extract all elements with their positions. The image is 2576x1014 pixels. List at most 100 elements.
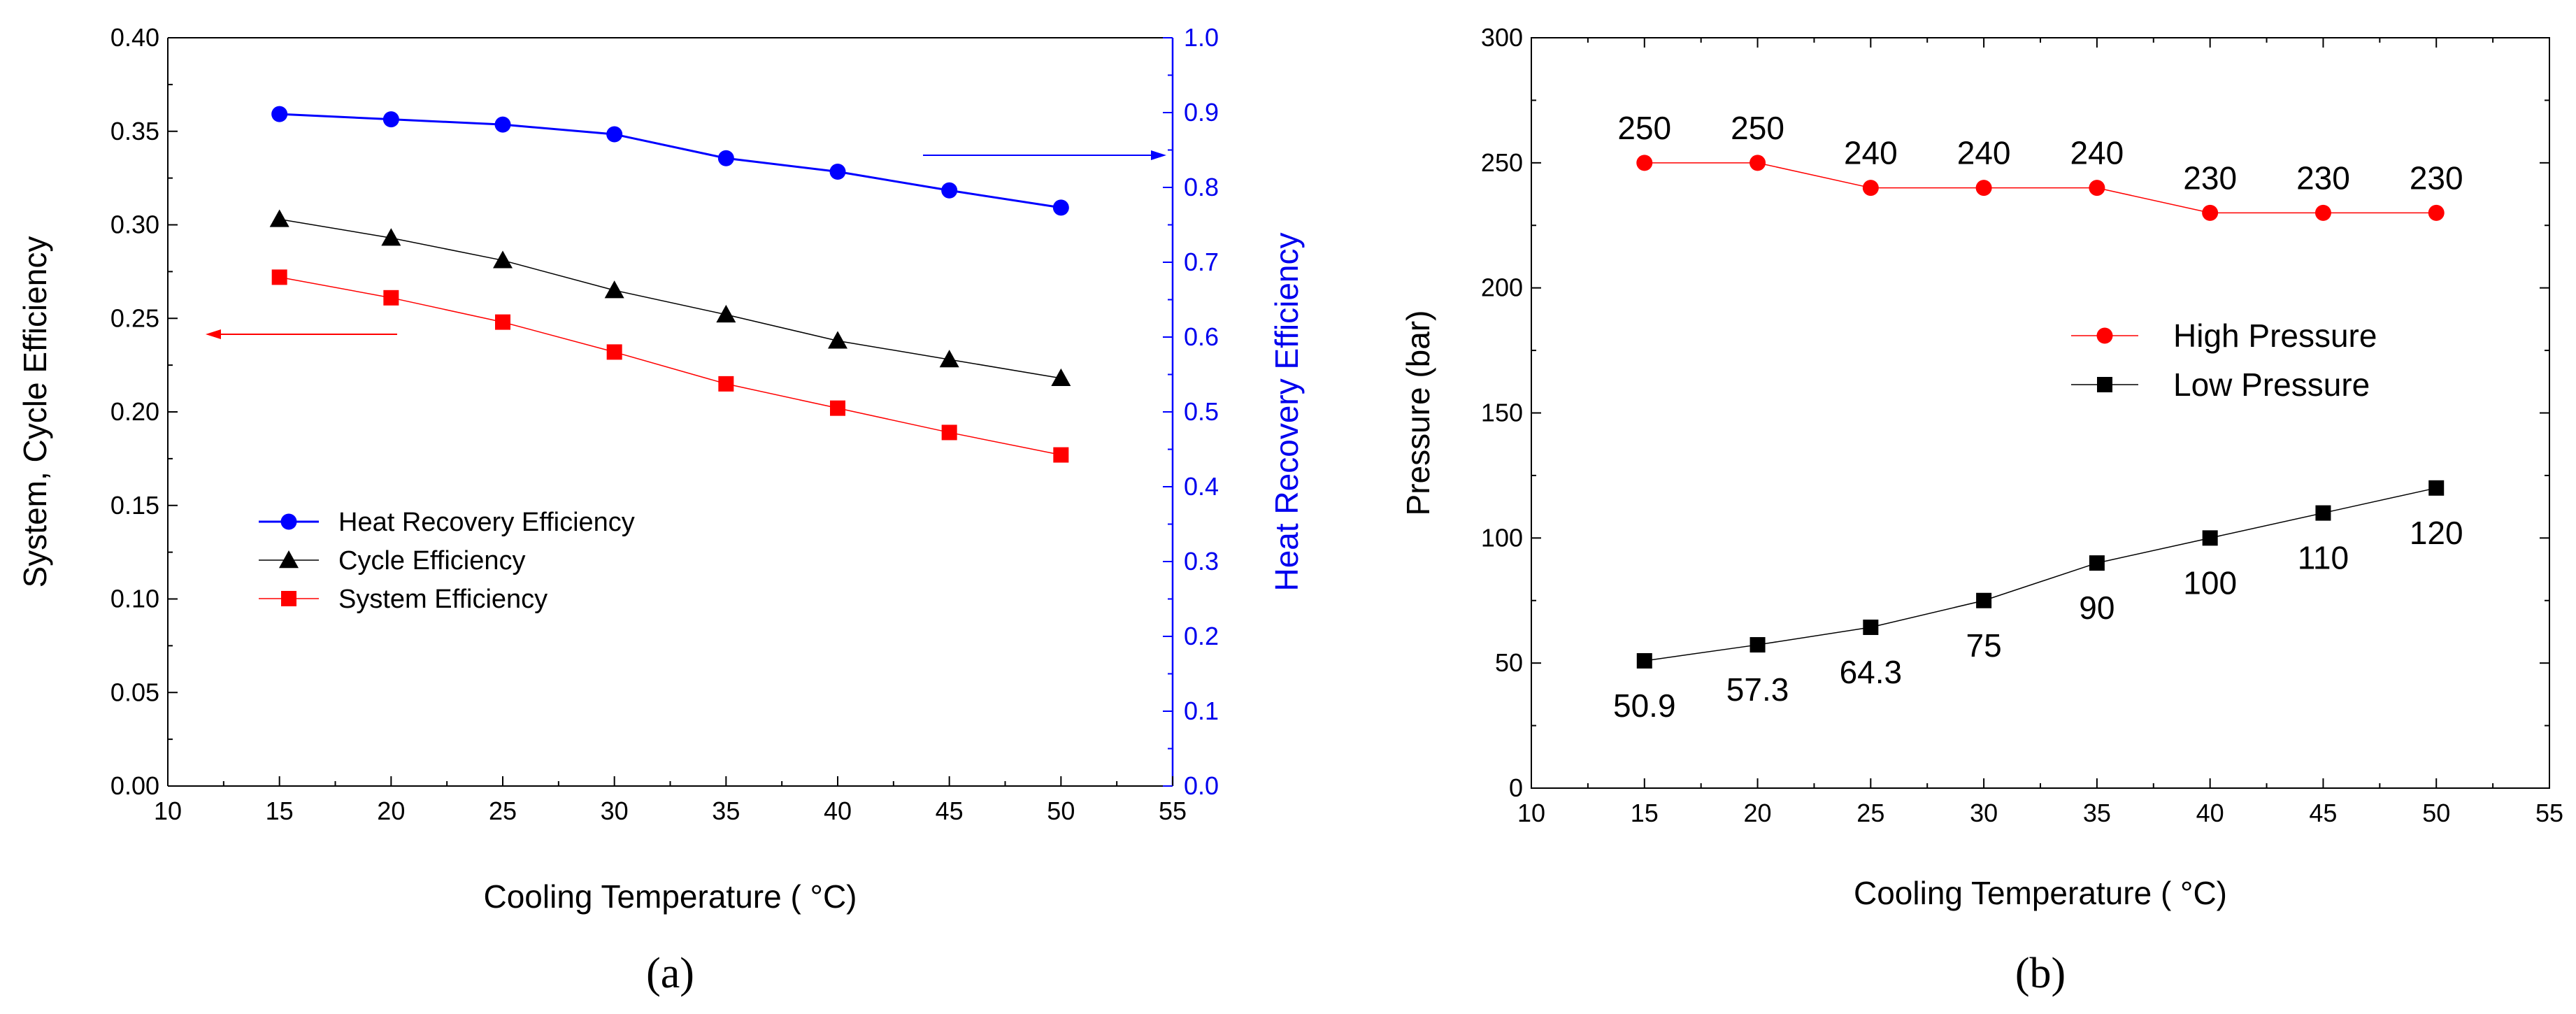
x-tick-label: 40 [824, 797, 852, 825]
data-point-system-efficiency [1053, 447, 1069, 463]
data-point-cycle-efficiency [939, 350, 959, 368]
y-tick-label: 100 [1481, 523, 1523, 552]
x-tick-label: 10 [1517, 799, 1545, 827]
data-point-cycle-efficiency [269, 209, 289, 227]
data-point-system-efficiency [830, 400, 845, 416]
panel-caption-a: (a) [646, 950, 694, 997]
data-point-high-pressure [2314, 204, 2331, 221]
data-label-high-pressure: 250 [1731, 110, 1784, 146]
x-axis-title: Cooling Temperature ( °C) [1854, 875, 2227, 911]
x-tick-label: 30 [601, 797, 629, 825]
data-point-system-efficiency [606, 344, 622, 360]
y-left-tick-label: 0.10 [110, 585, 159, 613]
data-label-low-pressure: 100 [2183, 564, 2237, 601]
y-right-tick-label: 0.5 [1184, 397, 1219, 426]
data-point-low-pressure [2315, 505, 2331, 521]
y-axis-right-title: Heat Recovery Efficiency [1268, 232, 1305, 591]
x-tick-label: 20 [377, 797, 405, 825]
x-tick-label: 25 [1856, 799, 1884, 827]
plot-frame [1531, 37, 2550, 789]
data-label-low-pressure: 57.3 [1726, 671, 1789, 708]
legend-marker [280, 513, 297, 530]
data-point-system-efficiency [383, 290, 399, 306]
data-point-high-pressure [2428, 204, 2445, 221]
data-label-high-pressure: 250 [1617, 110, 1671, 146]
data-point-heat-recovery-efficiency [382, 111, 399, 128]
arrow-head [206, 329, 221, 339]
x-tick-label: 10 [154, 797, 182, 825]
data-point-heat-recovery-efficiency [606, 126, 623, 143]
data-point-heat-recovery-efficiency [941, 182, 958, 199]
legend-label: System Efficiency [338, 585, 548, 614]
y-right-tick-label: 1.0 [1184, 23, 1219, 52]
legend-a: Heat Recovery Efficiency Cycle Efficiency… [259, 508, 635, 614]
data-point-high-pressure [2202, 204, 2219, 221]
arrow-head [1151, 150, 1166, 160]
data-point-high-pressure [1975, 180, 1992, 197]
data-label-low-pressure: 110 [2298, 540, 2349, 576]
panel-b: 10 15 20 25 30 35 40 45 50 55 0 50 100 150 200 250 300 Co… [1400, 23, 2563, 997]
panel-a: 10 15 20 25 30 35 40 45 50 550.000.050.100.150.20… [17, 23, 1305, 997]
data-point-cycle-efficiency [493, 250, 513, 269]
data-point-cycle-efficiency [381, 228, 401, 246]
y-right-tick-label: 0.2 [1184, 622, 1219, 650]
y-tick-label: 150 [1481, 399, 1523, 427]
y-left-tick-label: 0.35 [110, 117, 159, 145]
x-tick-label: 15 [1631, 799, 1659, 827]
y-right-tick-label: 0.7 [1184, 248, 1219, 276]
data-label-high-pressure: 240 [1957, 135, 2011, 171]
legend-label: High Pressure [2173, 317, 2377, 354]
legend-label: Low Pressure [2173, 366, 2370, 403]
data-point-system-efficiency [941, 424, 957, 441]
data-point-heat-recovery-efficiency [1052, 199, 1069, 216]
y-right-tick-label: 0.9 [1184, 98, 1219, 127]
legend-marker [281, 591, 296, 606]
right-axis-arrow [923, 150, 1166, 160]
x-tick-label: 45 [2309, 799, 2337, 827]
y-left-tick-label: 0.00 [110, 771, 159, 800]
y-axis-title: Pressure (bar) [1400, 310, 1436, 516]
x-tick-label: 25 [489, 797, 517, 825]
x-tick-label: 40 [2196, 799, 2224, 827]
data-label-high-pressure: 230 [2183, 159, 2237, 196]
x-tick-label: 20 [1744, 799, 1772, 827]
series-line-low-pressure [1644, 487, 2437, 662]
data-point-cycle-efficiency [716, 304, 736, 323]
data-point-system-efficiency [718, 376, 734, 392]
data-point-low-pressure [2202, 530, 2218, 546]
left-axis-arrow [206, 329, 397, 339]
y-left-tick-label: 0.25 [110, 304, 159, 332]
legend-marker [2096, 327, 2113, 344]
data-point-heat-recovery-efficiency [271, 106, 288, 122]
legend-label: Heat Recovery Efficiency [338, 508, 635, 537]
data-point-cycle-efficiency [604, 280, 624, 299]
y-right-tick-label: 0.0 [1184, 771, 1219, 800]
y-tick-label: 50 [1495, 648, 1523, 677]
data-point-high-pressure [1862, 180, 1879, 197]
data-point-heat-recovery-efficiency [494, 116, 511, 133]
y-axis-left-title: System, Cycle Efficiency [17, 236, 53, 588]
y-right-tick-label: 0.4 [1184, 472, 1219, 501]
series-line-cycle-efficiency [279, 218, 1061, 379]
data-label-high-pressure: 240 [1844, 135, 1898, 171]
x-tick-label: 30 [1970, 799, 1998, 827]
y-left-tick-label: 0.20 [110, 397, 159, 426]
x-axis-title: Cooling Temperature ( °C) [484, 878, 857, 915]
y-tick-label: 250 [1481, 148, 1523, 177]
y-right-tick-label: 0.6 [1184, 322, 1219, 351]
data-point-low-pressure [2428, 480, 2445, 496]
series-line-system-efficiency [279, 276, 1061, 456]
data-point-system-efficiency [495, 314, 510, 330]
data-label-low-pressure: 75 [1966, 627, 2002, 664]
legend-marker [2097, 377, 2112, 392]
legend-b: High Pressure Low Pressure [2071, 317, 2377, 403]
x-tick-label: 50 [2422, 799, 2450, 827]
y-left-tick-label: 0.30 [110, 210, 159, 239]
data-point-high-pressure [1749, 155, 1766, 171]
panel-caption-b: (b) [2015, 950, 2066, 997]
x-tick-label: 15 [266, 797, 294, 825]
data-point-low-pressure [1636, 652, 1652, 669]
x-tick-label: 55 [1159, 797, 1187, 825]
data-point-low-pressure [1976, 592, 1992, 608]
